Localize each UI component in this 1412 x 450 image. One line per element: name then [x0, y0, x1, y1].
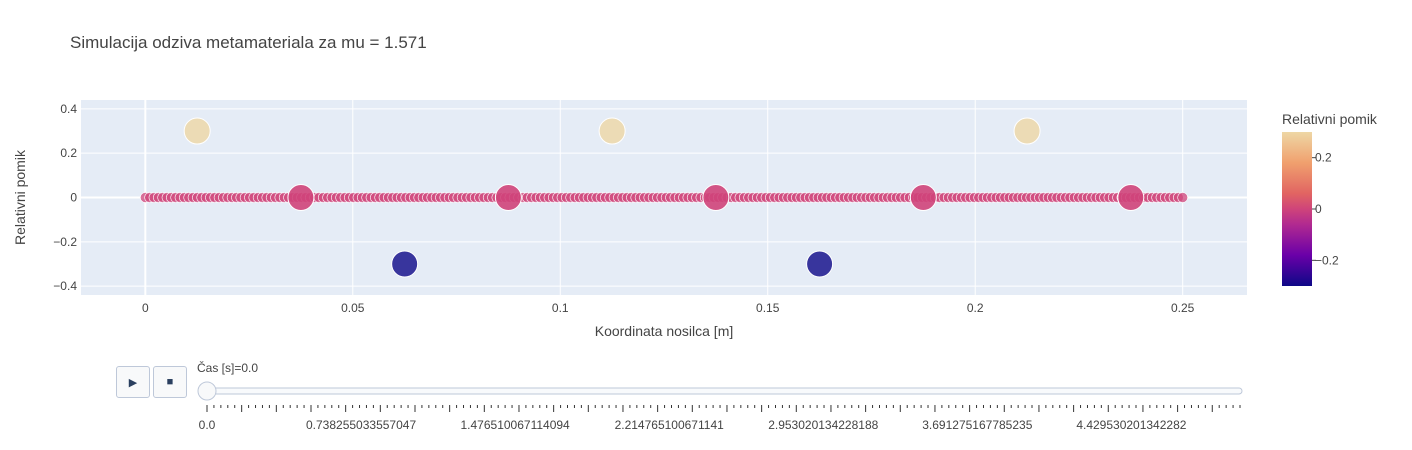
x-tick-label: 0.25	[1171, 301, 1195, 315]
slider-rail[interactable]	[204, 387, 1243, 395]
y-tick-label: 0.4	[60, 102, 77, 116]
stop-button[interactable]: ■	[153, 366, 187, 398]
slider-handle[interactable]	[197, 381, 217, 401]
play-button[interactable]: ▶	[116, 366, 150, 398]
resonator-point	[391, 250, 419, 278]
beam-node-point	[494, 184, 522, 211]
resonator-point	[183, 117, 211, 145]
x-tick-label: 0	[142, 301, 149, 315]
y-axis-title: Relativni pomik	[12, 149, 28, 245]
slider-tick-label: 2.214765100671141	[615, 418, 725, 432]
resonator-point	[806, 250, 834, 278]
colorbar-tick-label: 0	[1315, 202, 1322, 216]
slider-tick-label: 2.953020134228188	[768, 418, 878, 432]
x-tick-label: 0.2	[967, 301, 984, 315]
beam-node-point	[702, 184, 730, 211]
colorbar	[1282, 132, 1312, 286]
colorbar-title: Relativni pomik	[1282, 111, 1378, 127]
x-tick-label: 0.1	[552, 301, 569, 315]
beam-node-point	[1117, 184, 1145, 211]
resonator-point	[598, 117, 626, 145]
slider-tick-label: 4.429530201342282	[1076, 418, 1186, 432]
beam-node-point	[909, 184, 937, 211]
y-tick-label: 0.2	[60, 146, 77, 160]
slider-tick-label: 0.738255033557047	[306, 418, 416, 432]
beam-node-point	[287, 184, 315, 211]
resonator-point	[1013, 117, 1041, 145]
y-tick-label: 0	[70, 191, 77, 205]
slider-current-value-label: Čas [s]=0.0	[197, 361, 259, 375]
y-tick-label: −0.2	[53, 235, 77, 249]
slider-tick-label: 0.0	[199, 418, 216, 432]
x-axis-title: Koordinata nosilca [m]	[595, 323, 734, 339]
slider-tick-label: 3.691275167785235	[922, 418, 1032, 432]
x-tick-label: 0.05	[341, 301, 365, 315]
x-tick-label: 0.15	[756, 301, 780, 315]
colorbar-tick-label: −0.2	[1315, 253, 1339, 267]
beam-marker	[1177, 192, 1188, 203]
chart-title: Simulacija odziva metamateriala za mu = …	[70, 33, 427, 52]
y-tick-label: −0.4	[53, 279, 77, 293]
slider-tick-label: 1.476510067114094	[461, 418, 571, 432]
colorbar-tick-label: 0.2	[1315, 151, 1332, 165]
